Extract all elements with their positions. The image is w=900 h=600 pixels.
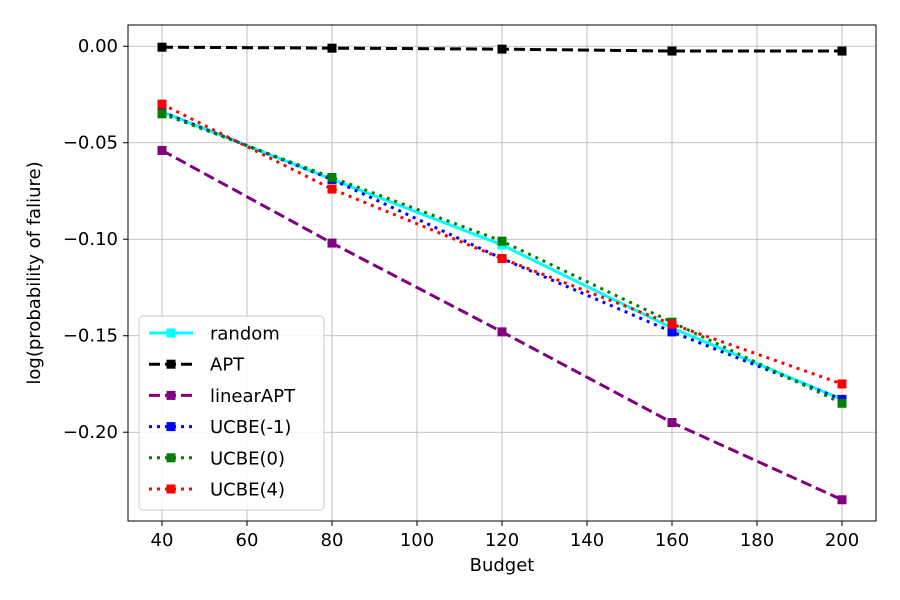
series-lines: [157, 42, 847, 505]
x-tick-label: 140: [570, 530, 604, 551]
data-point: [157, 42, 167, 52]
data-point: [837, 398, 847, 408]
y-tick-label: 0.00: [78, 36, 118, 57]
legend-label: UCBE(0): [210, 448, 285, 469]
data-point: [327, 43, 337, 53]
data-point: [327, 184, 337, 194]
x-tick-label: 40: [151, 530, 174, 551]
data-point: [837, 46, 847, 56]
data-point: [157, 109, 167, 119]
series-line: [161, 112, 843, 405]
x-tick-label: 200: [825, 530, 859, 551]
legend-marker: [166, 422, 176, 432]
axis-ticks: 40 60 80 100 120 140 160 180 200 0.00 −0.05 −0.10 −0…: [63, 36, 859, 551]
legend-label: UCBE(-1): [210, 417, 291, 438]
legend-marker: [166, 359, 176, 369]
x-tick-label: 160: [655, 530, 689, 551]
legend-label: APT: [210, 355, 245, 376]
legend-label: linearAPT: [210, 386, 296, 407]
data-point: [497, 236, 507, 246]
x-axis-title: Budget: [470, 555, 535, 576]
data-point: [667, 327, 677, 337]
data-point: [667, 418, 677, 428]
data-point: [497, 327, 507, 337]
legend-marker: [166, 328, 176, 338]
series-apt: [157, 42, 847, 56]
x-tick-label: 120: [485, 530, 519, 551]
x-tick-label: 60: [236, 530, 259, 551]
data-point: [837, 379, 847, 389]
legend-label: random: [210, 324, 280, 345]
data-point: [837, 495, 847, 505]
x-tick-label: 180: [740, 530, 774, 551]
y-tick-label: −0.05: [63, 133, 118, 154]
legend-label: UCBE(4): [210, 480, 285, 501]
data-point: [157, 145, 167, 155]
data-point: [327, 172, 337, 182]
series-linearapt: [157, 145, 847, 505]
y-axis-title: log(probability of faliure): [24, 161, 45, 384]
data-point: [327, 238, 337, 248]
data-point: [497, 254, 507, 264]
y-tick-label: −0.20: [63, 422, 118, 443]
y-tick-label: −0.10: [63, 229, 118, 250]
legend-marker: [166, 390, 176, 400]
data-point: [497, 44, 507, 54]
data-point: [667, 319, 677, 329]
data-point: [667, 46, 677, 56]
legend: random APT linearAPT UCBE(-1) UCBE(0) UCBE(4): [138, 315, 325, 511]
series-ucbe-4-: [157, 99, 847, 389]
data-point: [157, 99, 167, 109]
legend-marker: [166, 453, 176, 463]
legend-marker: [166, 484, 176, 494]
x-tick-label: 80: [321, 530, 344, 551]
y-tick-label: −0.15: [63, 326, 118, 347]
x-tick-label: 100: [400, 530, 434, 551]
